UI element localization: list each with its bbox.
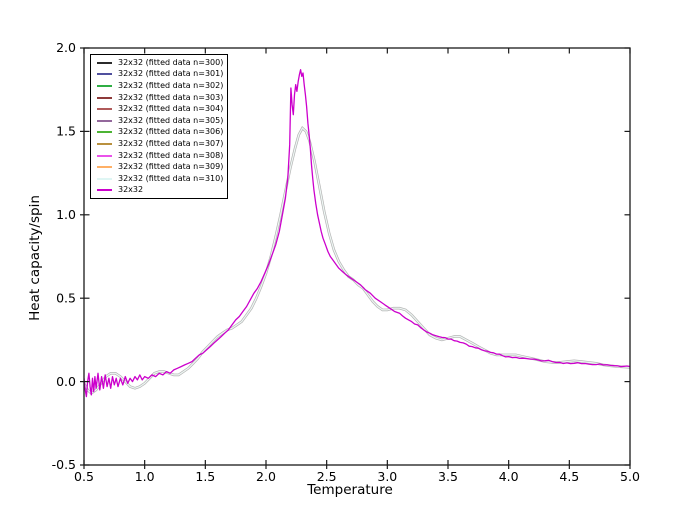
x-tick-label: 3.5 — [438, 469, 458, 484]
y-tick-label: 0.0 — [56, 374, 76, 389]
legend-entry: 32x32 — [97, 185, 223, 197]
legend-label: 32x32 (fitted data n=303) — [118, 92, 224, 102]
legend-entry: 32x32 (fitted data n=301) — [97, 69, 223, 81]
legend-swatch — [97, 131, 112, 134]
legend-swatch — [97, 189, 112, 192]
x-tick-label: 4.0 — [499, 469, 519, 484]
legend-label: 32x32 — [118, 185, 144, 195]
legend-label: 32x32 (fitted data n=306) — [118, 127, 224, 137]
legend-label: 32x32 (fitted data n=300) — [118, 57, 224, 67]
fit-curve — [84, 127, 630, 395]
y-axis-label: Heat capacity/spin — [27, 195, 43, 321]
legend-swatch — [97, 119, 112, 122]
legend-label: 32x32 (fitted data n=302) — [118, 80, 224, 90]
legend-entry: 32x32 (fitted data n=302) — [97, 80, 223, 92]
y-tick-label: 1.5 — [56, 124, 76, 139]
legend-label: 32x32 (fitted data n=309) — [118, 162, 224, 172]
legend-entry: 32x32 (fitted data n=310) — [97, 173, 223, 185]
legend: 32x32 (fitted data n=300) 32x32 (fitted d… — [90, 54, 229, 200]
legend-swatch — [97, 142, 112, 145]
legend-entry: 32x32 (fitted data n=300) — [97, 57, 223, 69]
y-tick-label: 1.0 — [56, 207, 76, 222]
x-tick-label: 1.0 — [135, 469, 155, 484]
x-axis-label: Temperature — [307, 482, 393, 498]
legend-label: 32x32 (fitted data n=301) — [118, 69, 224, 79]
x-tick-label: 4.5 — [559, 469, 579, 484]
legend-label: 32x32 (fitted data n=308) — [118, 150, 224, 160]
x-tick-label: 2.0 — [256, 469, 276, 484]
legend-swatch — [97, 166, 112, 169]
legend-entry: 32x32 (fitted data n=303) — [97, 92, 223, 104]
legend-entry: 32x32 (fitted data n=309) — [97, 161, 223, 173]
axes-frame — [83, 47, 631, 466]
legend-swatch — [97, 73, 112, 76]
x-tick-label: 2.5 — [317, 469, 337, 484]
legend-entry: 32x32 (fitted data n=304) — [97, 103, 223, 115]
x-tick-label: 0.5 — [74, 469, 94, 484]
data-curve — [84, 69, 630, 398]
y-tick-label: -0.5 — [52, 457, 76, 472]
legend-swatch — [97, 96, 112, 99]
legend-entry: 32x32 (fitted data n=305) — [97, 115, 223, 127]
y-tick-label: 0.5 — [56, 290, 76, 305]
legend-label: 32x32 (fitted data n=307) — [118, 138, 224, 148]
legend-swatch — [97, 61, 112, 64]
legend-entry: 32x32 (fitted data n=307) — [97, 138, 223, 150]
legend-label: 32x32 (fitted data n=310) — [118, 173, 224, 183]
legend-label: 32x32 (fitted data n=304) — [118, 104, 224, 114]
x-tick-label: 1.5 — [195, 469, 215, 484]
x-tick-label: 3.0 — [377, 469, 397, 484]
legend-swatch — [97, 84, 112, 87]
y-tick-label: 2.0 — [56, 40, 76, 55]
x-tick-label: 5.0 — [620, 469, 640, 484]
legend-entry: 32x32 (fitted data n=308) — [97, 150, 223, 162]
legend-swatch — [97, 108, 112, 111]
legend-label: 32x32 (fitted data n=305) — [118, 115, 224, 125]
legend-swatch — [97, 177, 112, 180]
legend-entry: 32x32 (fitted data n=306) — [97, 127, 223, 139]
legend-swatch — [97, 154, 112, 157]
